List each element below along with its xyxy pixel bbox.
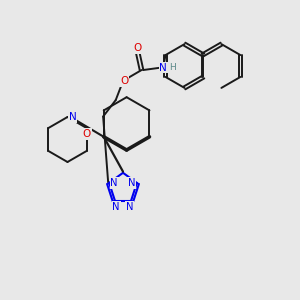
Text: N: N [69, 112, 77, 122]
Text: N: N [110, 178, 118, 188]
Text: N: N [112, 202, 120, 212]
Text: O: O [120, 76, 128, 86]
Text: O: O [134, 43, 142, 53]
Text: N: N [126, 202, 134, 212]
Text: N: N [159, 63, 167, 73]
Text: H: H [169, 63, 176, 72]
Text: N: N [128, 178, 136, 188]
Text: O: O [83, 129, 91, 139]
